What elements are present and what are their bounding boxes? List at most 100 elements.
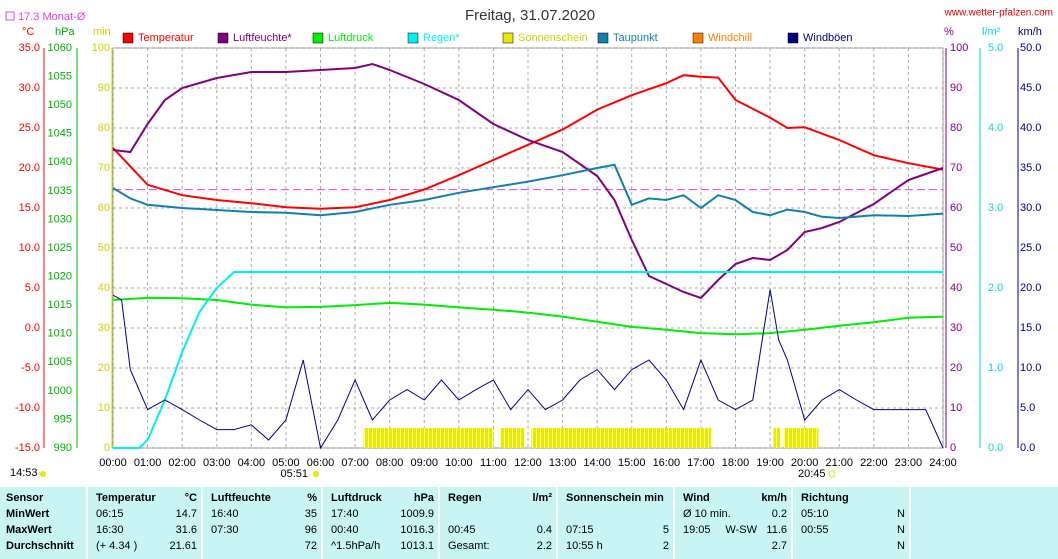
legend-label: Regen* [423, 32, 460, 44]
y-tick-label: 1050 [48, 99, 72, 111]
table-cell: N [897, 508, 905, 520]
column-separator [201, 487, 203, 559]
source: www.wetter-pfalzen.com [944, 8, 1053, 19]
legend-label: Luftfeuchte* [233, 32, 292, 44]
table-cell: 2.7 [771, 540, 787, 552]
table-cell: 0.2 [771, 508, 787, 520]
table-cell: 00:40 [331, 524, 359, 536]
table-cell: Ø 10 min. [683, 508, 731, 520]
y-tick-label: 15.0 [19, 202, 40, 214]
x-tick-label: 20:00 [791, 457, 819, 469]
legend-label: Windböen [803, 32, 853, 44]
y-tick-label: 5.0 [988, 42, 1003, 54]
table-cell: °C [184, 492, 197, 504]
series-line [112, 74, 944, 210]
column-separator [86, 487, 88, 559]
x-tick-label: 00:00 [99, 457, 127, 469]
y-tick-label: -10.0 [15, 402, 40, 414]
chart: Freitag, 31.07.2020 www.wetter-pfalzen.c… [5, 7, 1053, 480]
legend-swatch [217, 32, 229, 44]
y-tick-label: 990 [54, 442, 72, 454]
y-tick-label: 3.0 [988, 202, 1003, 214]
table-cell: Wind [683, 492, 710, 504]
y-tick-label: 15.0 [1020, 322, 1041, 334]
table-cell: 19:05 [683, 524, 711, 536]
table-cell: 1013.1 [400, 540, 434, 552]
table-cell: 5 [662, 524, 669, 536]
table-cell: 35 [304, 508, 317, 520]
y-tick-label: 1025 [48, 242, 72, 254]
sun-icon [828, 470, 836, 478]
y-tick-label: 10 [950, 402, 962, 414]
table-cell: 07:15 [566, 524, 594, 536]
x-tick-label: 04:00 [238, 457, 266, 469]
y-tick-label: 20.0 [19, 162, 40, 174]
axis-unit: °C [22, 26, 34, 38]
table-cell: 96 [304, 524, 317, 536]
x-tick-label: 12:00 [514, 457, 542, 469]
table-cell: 1009.9 [400, 508, 434, 520]
legend-swatch [787, 32, 799, 44]
y-tick-label: 1015 [48, 299, 72, 311]
y-tick-label: 1045 [48, 128, 72, 140]
y-tick-label: 40.0 [1020, 122, 1041, 134]
table-cell: Gesamt: [448, 540, 490, 552]
legend-swatch [692, 32, 704, 44]
y-tick-label: 0 [104, 442, 110, 454]
x-tick-label: 01:00 [134, 457, 162, 469]
updated: 14:53 [10, 467, 38, 479]
y-tick-label: 1030 [48, 213, 72, 225]
table-cell: 06:15 [96, 508, 124, 520]
column-separator [438, 487, 440, 559]
y-tick-label: 20 [98, 362, 110, 374]
table-cell: N [897, 524, 905, 536]
y-tick-label: 40 [950, 282, 962, 294]
table-cell: 00:55 [801, 524, 829, 536]
y-tick-label: 20 [950, 362, 962, 374]
axis-unit: km/h [1018, 26, 1042, 38]
table-cell: 16:40 [211, 508, 239, 520]
y-tick-label: 0 [950, 442, 956, 454]
column-separator [791, 487, 793, 559]
series-line [112, 62, 944, 300]
y-tick-label: 90 [950, 82, 962, 94]
legend-label: Temperatur [138, 32, 194, 44]
stats-table: Sensor Temperatur °C Luftfeuchte% Luftdruck h… [0, 487, 1058, 559]
x-tick-label: 13:00 [549, 457, 577, 469]
table-cell: 07:30 [211, 524, 239, 536]
x-tick-label: 15:00 [618, 457, 646, 469]
x-tick-label: 08:00 [376, 457, 404, 469]
column-separator [556, 487, 558, 559]
x-tick-label: 06:00 [307, 457, 335, 469]
table-cell: Richtung [801, 492, 849, 504]
table-cell: Luftfeuchte [211, 492, 271, 504]
y-tick-label: 10.0 [19, 242, 40, 254]
sun-icon [313, 471, 319, 477]
table-cell: Temperatur [96, 492, 156, 504]
table-cell: 16:30 [96, 524, 124, 536]
x-tick-label: 02:00 [168, 457, 196, 469]
y-tick-label: 20.0 [1020, 282, 1041, 294]
sunshine-bar [783, 428, 819, 448]
table-cell: N [897, 540, 905, 552]
y-tick-label: 50.0 [1020, 42, 1041, 54]
y-tick-label: 1010 [48, 328, 72, 340]
x-tick-label: 16:00 [653, 457, 681, 469]
y-tick-label: 80 [98, 122, 110, 134]
legend-swatch [407, 32, 419, 44]
table-cell: 10:55 h [566, 540, 603, 552]
y-tick-label: 0.0 [1020, 442, 1035, 454]
y-tick-label: 1040 [48, 156, 72, 168]
table-cell: 2 [662, 540, 669, 552]
row-label: Durchschnitt [6, 540, 74, 552]
y-tick-label: 100 [92, 42, 110, 54]
sunshine-bar [531, 428, 712, 448]
table-cell: hPa [413, 492, 434, 504]
y-tick-label: 80 [950, 122, 962, 134]
x-tick-label: 18:00 [722, 457, 750, 469]
sunrise: 05:51 [280, 468, 308, 480]
legend-label: Windchill [708, 32, 752, 44]
table-cell: W-SW [725, 524, 757, 536]
y-tick-label: 2.0 [988, 282, 1003, 294]
y-tick-label: 70 [98, 162, 110, 174]
